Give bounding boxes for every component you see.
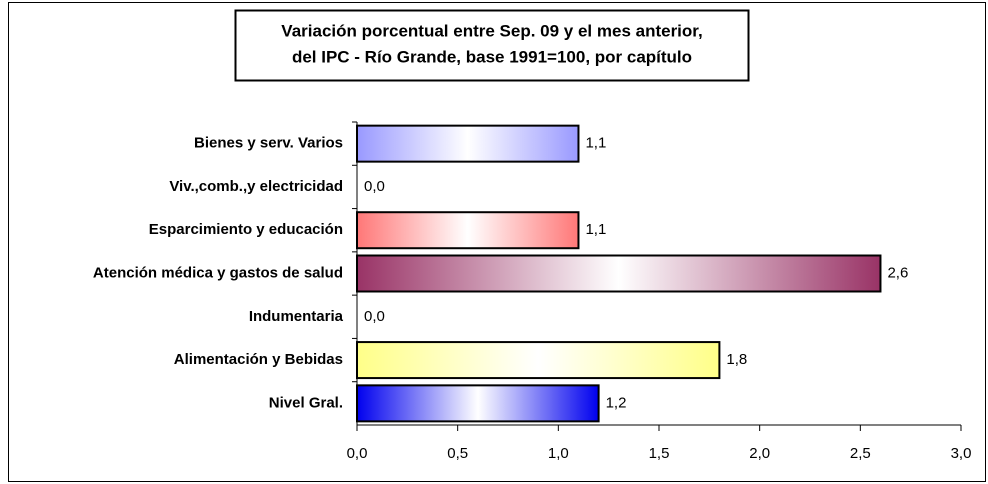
y-tick-label: Alimentación y Bebidas [174, 351, 343, 368]
value-label: 0,0 [364, 178, 385, 195]
x-tick-label: 0,5 [447, 445, 468, 462]
x-tick-label: 2,5 [850, 445, 871, 462]
bar [356, 124, 580, 163]
value-label: 0,0 [364, 308, 385, 325]
bar [356, 254, 882, 293]
chart-border [8, 2, 986, 482]
value-label: 1,1 [585, 221, 606, 238]
y-tick-label: Atención médica y gastos de salud [93, 264, 343, 281]
chart-title: del IPC - Río Grande, base 1991=100, por… [292, 47, 692, 66]
value-label: 1,2 [606, 394, 627, 411]
title-box [234, 9, 750, 82]
y-tick-label: Indumentaria [249, 308, 344, 325]
chart-title: Variación porcentual entre Sep. 09 y el … [281, 21, 702, 40]
x-tick-label: 1,5 [649, 445, 670, 462]
bar [356, 211, 580, 250]
value-label: 1,8 [726, 351, 747, 368]
bar [356, 341, 721, 380]
y-tick-label: Nivel Gral. [269, 394, 343, 411]
y-tick-label: Viv.,comb.,y electricidad [169, 178, 343, 195]
value-label: 2,6 [887, 264, 908, 281]
x-tick-label: 1,0 [548, 445, 569, 462]
y-tick-label: Bienes y serv. Varios [194, 135, 343, 152]
y-tick-label: Esparcimiento y educación [149, 221, 343, 238]
bar [356, 384, 600, 423]
value-label: 1,1 [585, 135, 606, 152]
x-tick-label: 0,0 [347, 445, 368, 462]
x-tick-label: 3,0 [951, 445, 972, 462]
x-tick-label: 2,0 [749, 445, 770, 462]
